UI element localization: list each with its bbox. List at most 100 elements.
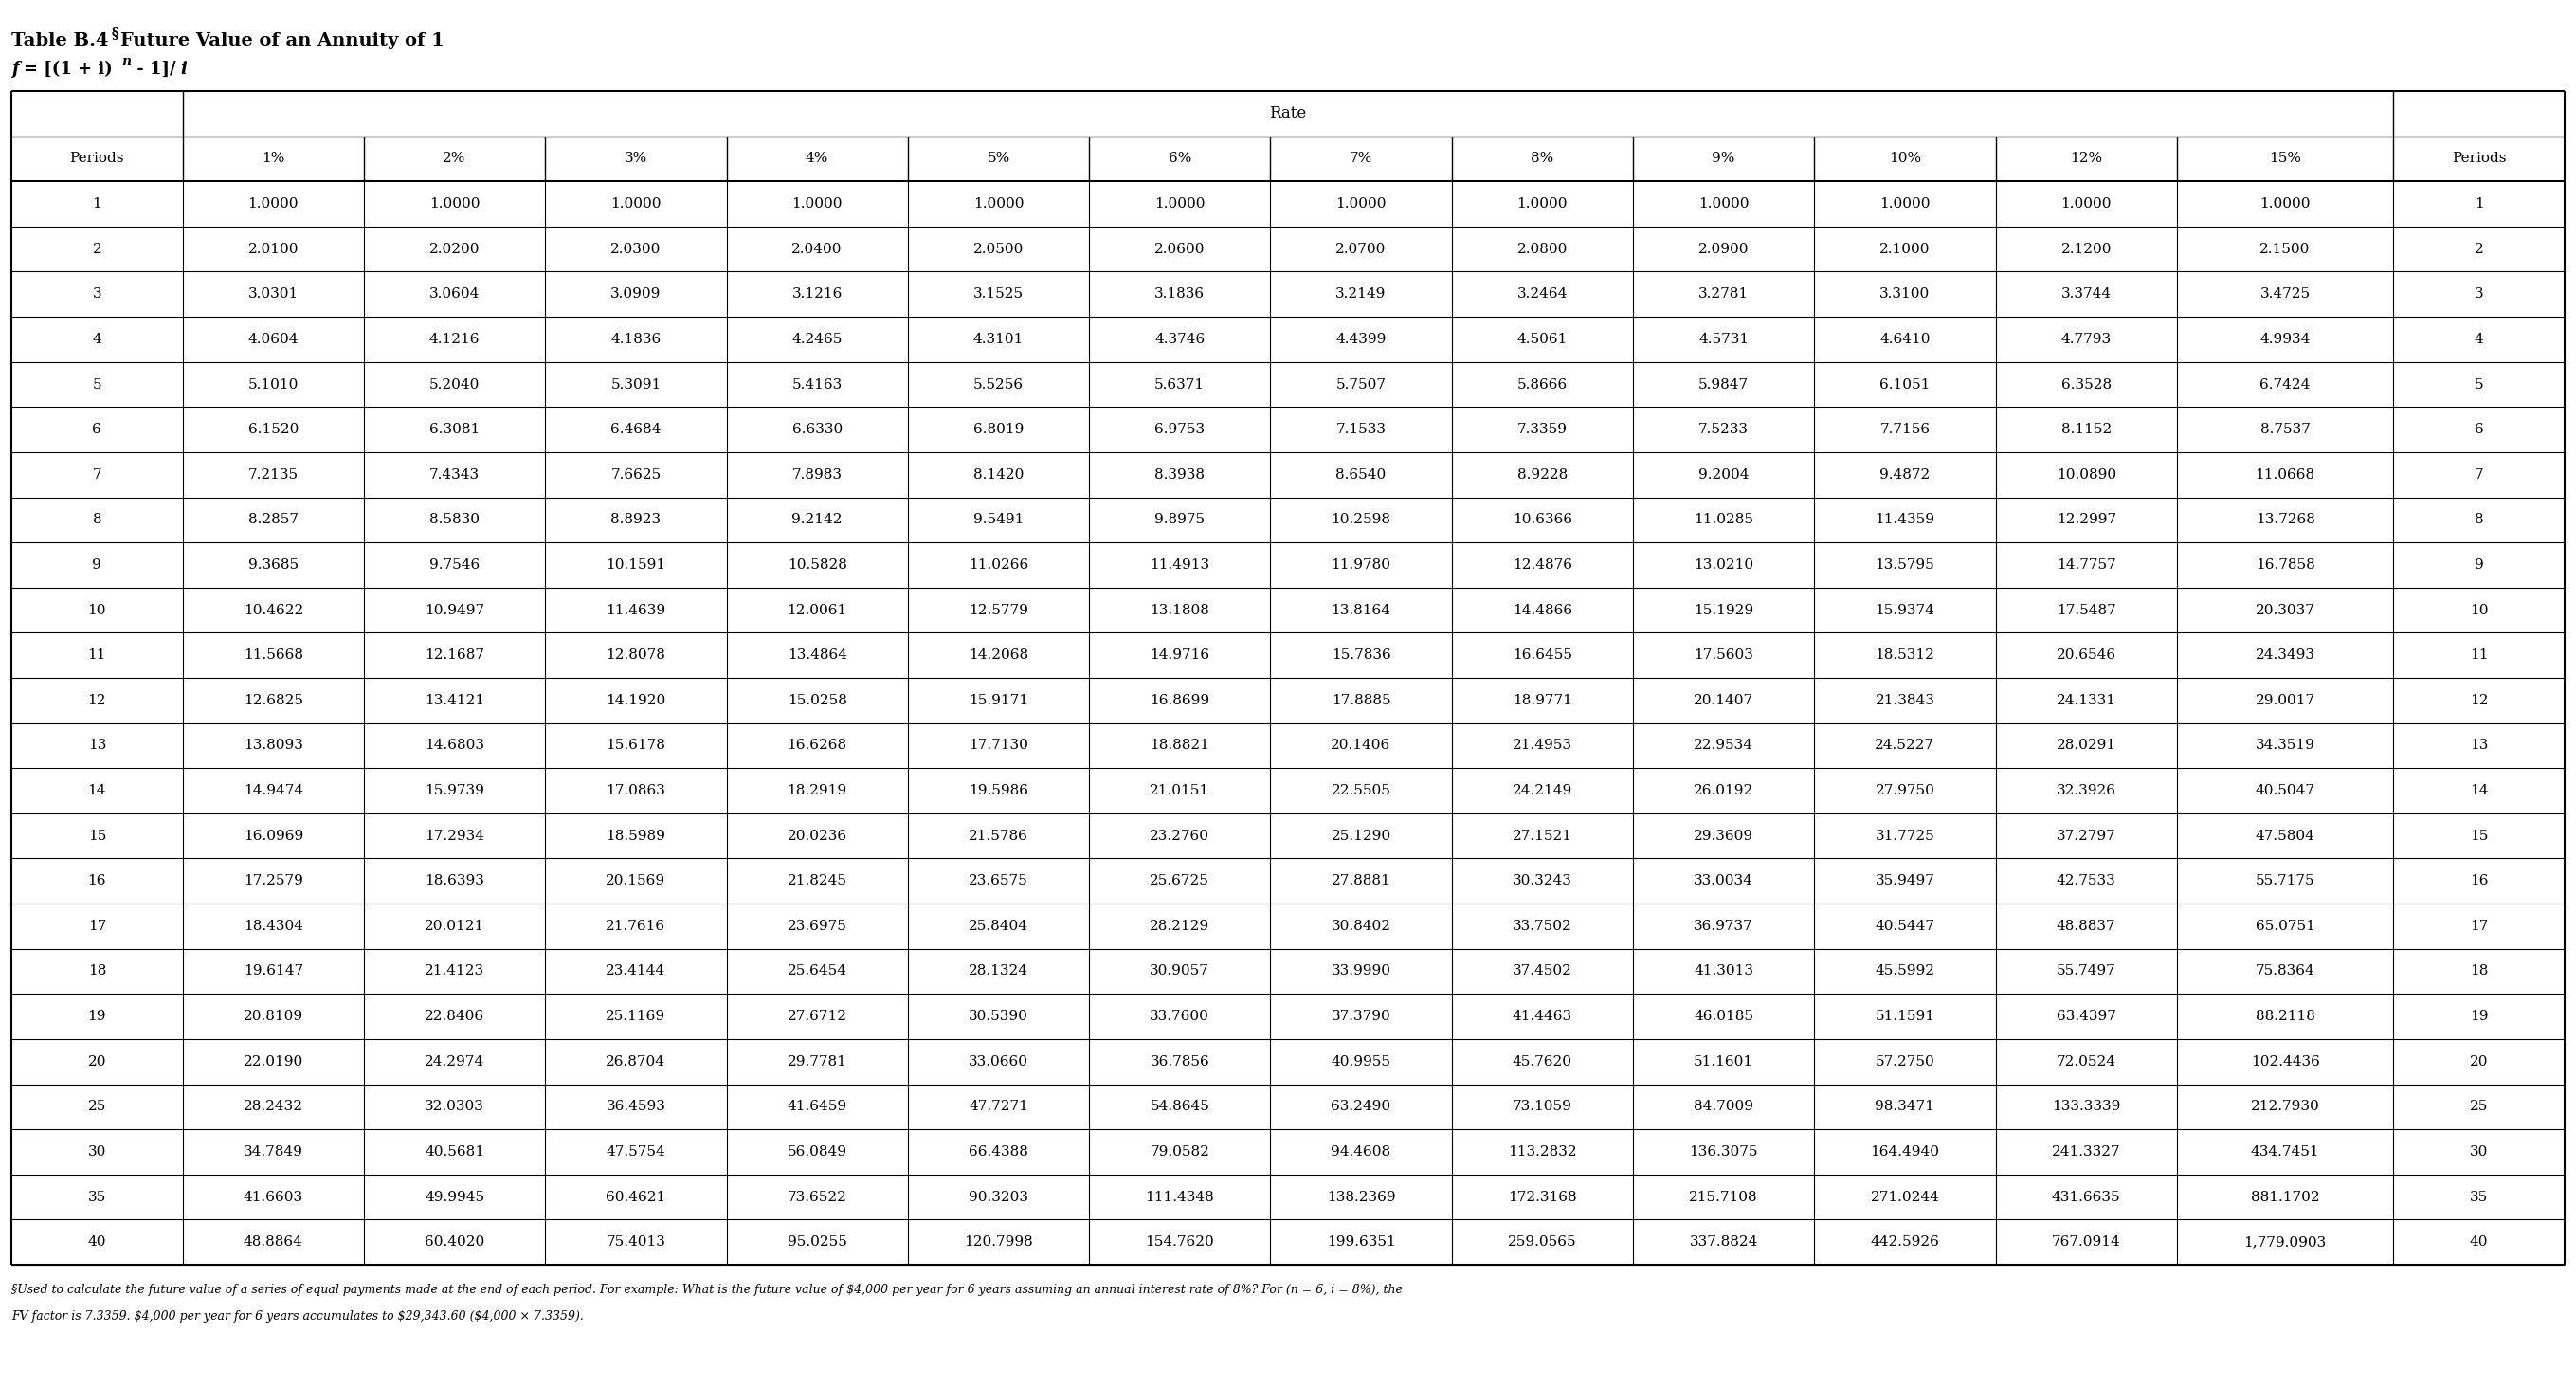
Text: 21.4123: 21.4123	[425, 965, 484, 979]
Text: 13.8164: 13.8164	[1332, 604, 1391, 616]
Text: 6.3081: 6.3081	[430, 423, 479, 436]
Text: 9.7546: 9.7546	[430, 558, 479, 572]
Text: 2%: 2%	[443, 153, 466, 165]
Text: 32.3926: 32.3926	[2056, 784, 2115, 797]
Text: 20.1407: 20.1407	[1692, 694, 1754, 706]
Text: 17.7130: 17.7130	[969, 738, 1028, 752]
Text: 120.7998: 120.7998	[963, 1235, 1033, 1249]
Text: 33.7502: 33.7502	[1512, 919, 1571, 933]
Text: 3%: 3%	[623, 153, 647, 165]
Text: 90.3203: 90.3203	[969, 1191, 1028, 1203]
Text: 10.9497: 10.9497	[425, 604, 484, 616]
Text: 271.0244: 271.0244	[1870, 1191, 1940, 1203]
Text: 9.2004: 9.2004	[1698, 468, 1749, 482]
Text: 2.1000: 2.1000	[1880, 243, 1929, 255]
Text: 21.8245: 21.8245	[788, 874, 848, 888]
Text: 16.0969: 16.0969	[242, 829, 304, 843]
Text: 20.8109: 20.8109	[242, 1010, 304, 1023]
Text: 5.6371: 5.6371	[1154, 378, 1206, 391]
Text: 13.0210: 13.0210	[1692, 558, 1754, 572]
Text: 10.5828: 10.5828	[788, 558, 848, 572]
Text: 20.0236: 20.0236	[788, 829, 848, 843]
Text: 4.3101: 4.3101	[974, 333, 1023, 346]
Text: 33.7600: 33.7600	[1149, 1010, 1211, 1023]
Text: 4.3746: 4.3746	[1154, 333, 1206, 346]
Text: 15.1929: 15.1929	[1692, 604, 1754, 616]
Text: 2: 2	[2476, 243, 2483, 255]
Text: 7.4343: 7.4343	[430, 468, 479, 482]
Text: 13.5795: 13.5795	[1875, 558, 1935, 572]
Text: 4%: 4%	[806, 153, 829, 165]
Text: §Used to calculate the future value of a series of equal payments made at the en: §Used to calculate the future value of a…	[10, 1284, 1401, 1296]
Text: 40: 40	[2470, 1235, 2488, 1249]
Text: 3.2464: 3.2464	[1517, 287, 1569, 301]
Text: 6.1051: 6.1051	[1880, 378, 1929, 391]
Text: 15.9739: 15.9739	[425, 784, 484, 797]
Text: 6.1520: 6.1520	[247, 423, 299, 436]
Text: 3.0301: 3.0301	[247, 287, 299, 301]
Text: 14: 14	[88, 784, 106, 797]
Text: 13: 13	[2470, 738, 2488, 752]
Text: 3.1525: 3.1525	[974, 287, 1023, 301]
Text: 48.8864: 48.8864	[245, 1235, 304, 1249]
Text: 8.3938: 8.3938	[1154, 468, 1206, 482]
Text: 1.0000: 1.0000	[247, 197, 299, 211]
Text: 10%: 10%	[1888, 153, 1922, 165]
Text: 20: 20	[88, 1055, 106, 1069]
Text: 1,779.0903: 1,779.0903	[2244, 1235, 2326, 1249]
Text: 75.4013: 75.4013	[605, 1235, 665, 1249]
Text: 7%: 7%	[1350, 153, 1373, 165]
Text: 34.3519: 34.3519	[2257, 738, 2316, 752]
Text: 17.2934: 17.2934	[425, 829, 484, 843]
Text: 5.2040: 5.2040	[430, 378, 479, 391]
Text: 4.7793: 4.7793	[2061, 333, 2112, 346]
Text: 6.4684: 6.4684	[611, 423, 662, 436]
Text: 15.9374: 15.9374	[1875, 604, 1935, 616]
Text: 5%: 5%	[987, 153, 1010, 165]
Text: 13.4121: 13.4121	[425, 694, 484, 706]
Text: 14: 14	[2470, 784, 2488, 797]
Text: - 1]/: - 1]/	[131, 61, 175, 78]
Text: 1.0000: 1.0000	[430, 197, 479, 211]
Text: 88.2118: 88.2118	[2257, 1010, 2316, 1023]
Text: 3: 3	[93, 287, 100, 301]
Text: 17.2579: 17.2579	[245, 874, 304, 888]
Text: 4.5731: 4.5731	[1698, 333, 1749, 346]
Text: 45.5992: 45.5992	[1875, 965, 1935, 979]
Text: 3: 3	[2476, 287, 2483, 301]
Text: 23.6575: 23.6575	[969, 874, 1028, 888]
Text: 3.2149: 3.2149	[1337, 287, 1386, 301]
Text: 2.0800: 2.0800	[1517, 243, 1569, 255]
Text: 40.9955: 40.9955	[1332, 1055, 1391, 1069]
Text: 21.3843: 21.3843	[1875, 694, 1935, 706]
Text: 21.0151: 21.0151	[1149, 784, 1211, 797]
Text: 15.6178: 15.6178	[605, 738, 665, 752]
Text: 9: 9	[2476, 558, 2483, 572]
Text: 16: 16	[88, 874, 106, 888]
Text: 337.8824: 337.8824	[1690, 1235, 1757, 1249]
Text: 60.4020: 60.4020	[425, 1235, 484, 1249]
Text: 48.8837: 48.8837	[2056, 919, 2115, 933]
Text: 2.0200: 2.0200	[430, 243, 479, 255]
Text: 7.3359: 7.3359	[1517, 423, 1566, 436]
Text: 11.4639: 11.4639	[605, 604, 665, 616]
Text: 12.0061: 12.0061	[788, 604, 848, 616]
Text: 47.5754: 47.5754	[605, 1145, 665, 1159]
Text: Table B.4: Table B.4	[10, 32, 108, 50]
Text: 4.2465: 4.2465	[791, 333, 842, 346]
Text: 25.1290: 25.1290	[1332, 829, 1391, 843]
Text: 27.1521: 27.1521	[1512, 829, 1571, 843]
Text: 1.0000: 1.0000	[1154, 197, 1206, 211]
Text: 36.7856: 36.7856	[1149, 1055, 1211, 1069]
Text: i: i	[180, 61, 185, 78]
Text: 37.4502: 37.4502	[1512, 965, 1571, 979]
Text: 7: 7	[2476, 468, 2483, 482]
Text: 2.0600: 2.0600	[1154, 243, 1206, 255]
Text: 28.1324: 28.1324	[969, 965, 1028, 979]
Text: 10: 10	[2470, 604, 2488, 616]
Text: 20.0121: 20.0121	[425, 919, 484, 933]
Text: 24.2149: 24.2149	[1512, 784, 1571, 797]
Text: 40.5047: 40.5047	[2254, 784, 2316, 797]
Text: 15.0258: 15.0258	[788, 694, 848, 706]
Text: 6.9753: 6.9753	[1154, 423, 1206, 436]
